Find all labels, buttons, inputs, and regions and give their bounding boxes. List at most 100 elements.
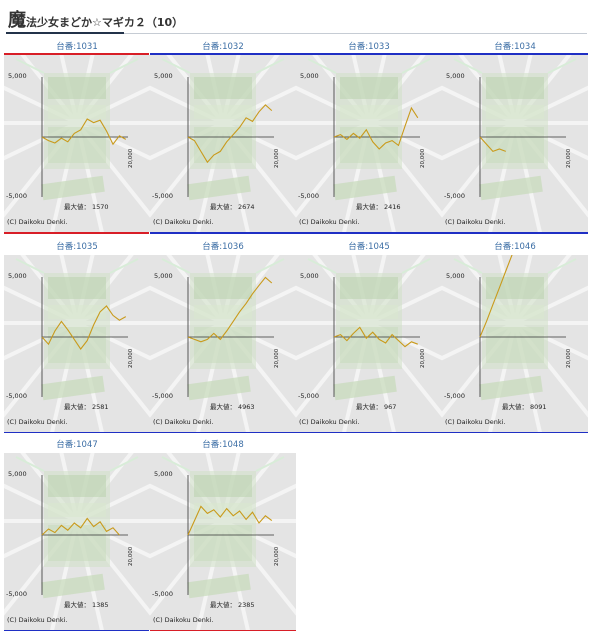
- machine-cell: 台番:1033 5,000 -5,000 20,000 最大値： 2416 (C) Daik…: [296, 40, 442, 232]
- max-value-row: 最大値： 4963: [210, 401, 257, 411]
- chart-plot-area: [41, 277, 128, 397]
- y-tick-top: 5,000: [154, 272, 173, 280]
- x-tick-max: 20,000: [128, 546, 134, 566]
- x-tick-max: 20,000: [128, 348, 134, 368]
- series-line: [187, 505, 273, 536]
- max-value-row: 最大値： 1385: [64, 599, 111, 609]
- chart-plot-area: [187, 475, 274, 595]
- chart-plot-area: [41, 475, 128, 595]
- machine-number-link[interactable]: 台番:1033: [348, 42, 390, 52]
- machine-number-link[interactable]: 台番:1046: [494, 242, 536, 252]
- max-value: 1385: [92, 601, 109, 609]
- copyright-text: (C) Daikoku Denki.: [153, 616, 214, 624]
- max-value-label: 最大値：: [64, 403, 90, 411]
- chart-background-art: [296, 255, 442, 432]
- chart-plot-area: [187, 276, 274, 397]
- series-line: [41, 517, 120, 536]
- x-tick-max: 20,000: [566, 148, 572, 168]
- machine-cell: 台番:1035 5,000 -5,000 20,000 最大値： 2581 (C) Daik…: [4, 240, 150, 432]
- y-tick-top: 5,000: [300, 272, 319, 280]
- machine-chart[interactable]: 5,000 -5,000 20,000 最大値： 2416 (C) Daikoku Den…: [296, 55, 442, 232]
- chart-plot-area: [187, 77, 274, 197]
- max-value-row: 最大値： 967: [356, 401, 398, 411]
- chart-background-art: [4, 255, 150, 432]
- title-underline: [124, 33, 587, 34]
- series-line: [41, 305, 127, 350]
- y-tick-top: 5,000: [446, 272, 465, 280]
- y-tick-bottom: -5,000: [6, 392, 27, 400]
- machine-number-link[interactable]: 台番:1045: [348, 242, 390, 252]
- x-tick-max: 20,000: [274, 348, 280, 368]
- max-value-row: 最大値： 2416: [356, 201, 403, 211]
- max-value-label: 最大値：: [64, 203, 90, 211]
- x-tick-max: 20,000: [274, 546, 280, 566]
- machine-chart[interactable]: 5,000 -5,000 20,000 最大値： 967 (C) Daikoku Denk…: [296, 255, 442, 432]
- y-tick-bottom: -5,000: [152, 590, 173, 598]
- y-tick-bottom: -5,000: [6, 192, 27, 200]
- series-line: [333, 106, 419, 150]
- max-value-label: 最大値：: [64, 601, 90, 609]
- machine-cell: 台番:1031 5,000 -5,000 20,000 最大値： 1570 (C) Daik…: [4, 40, 150, 232]
- copyright-text: (C) Daikoku Denki.: [153, 418, 214, 426]
- machine-chart[interactable]: 5,000 -5,000 20,000 最大値： 2674 (C) Daikoku Den…: [150, 55, 296, 232]
- machine-number-link[interactable]: 台番:1047: [56, 440, 98, 450]
- y-tick-bottom: -5,000: [6, 590, 27, 598]
- machine-number-link[interactable]: 台番:1048: [202, 440, 244, 450]
- machine-chart[interactable]: 5,000 -5,000 20,000 最大値： 2385 (C) Daikoku Den…: [150, 453, 296, 630]
- series-line: [187, 276, 273, 343]
- y-tick-bottom: -5,000: [298, 392, 319, 400]
- machine-number-link[interactable]: 台番:1034: [494, 42, 536, 52]
- copyright-text: (C) Daikoku Denki.: [445, 218, 506, 226]
- machine-number-link[interactable]: 台番:1036: [202, 242, 244, 252]
- chart-background-art: [4, 55, 150, 232]
- machine-chart[interactable]: 5,000 -5,000 20,000 最大値： 2581 (C) Daikoku Den…: [4, 255, 150, 432]
- x-tick-max: 20,000: [420, 148, 426, 168]
- series-line: [333, 326, 418, 348]
- y-tick-top: 5,000: [300, 72, 319, 80]
- y-tick-bottom: -5,000: [298, 192, 319, 200]
- machine-number-link[interactable]: 台番:1032: [202, 42, 244, 52]
- max-value-label: 最大値：: [356, 203, 382, 211]
- y-tick-top: 5,000: [446, 72, 465, 80]
- machine-chart[interactable]: 5,000 -5,000 20,000 最大値： 8091 (C) Daikoku Den…: [442, 255, 588, 432]
- series-line: [187, 104, 273, 164]
- y-tick-bottom: -5,000: [152, 192, 173, 200]
- max-value-label: 最大値：: [210, 601, 236, 609]
- chart-background-art: [442, 55, 588, 232]
- machine-cell: 台番:1048 5,000 -5,000 20,000 最大値： 2385 (C) Daik…: [150, 438, 296, 630]
- y-tick-bottom: -5,000: [152, 392, 173, 400]
- machine-number-link[interactable]: 台番:1031: [56, 42, 98, 52]
- max-value: 967: [384, 403, 397, 411]
- machine-cell: 台番:1045 5,000 -5,000 20,000 最大値： 967 (C) Daiko…: [296, 240, 442, 432]
- chart-plot-area: [333, 77, 420, 197]
- y-tick-bottom: -5,000: [444, 192, 465, 200]
- machine-chart[interactable]: 5,000 -5,000 20,000 最大値： 1385 (C) Daikoku Den…: [4, 453, 150, 630]
- chart-plot-area: [333, 277, 420, 397]
- machine-chart[interactable]: 5,000 -5,000 20,000 (C) Daikoku Denki.: [442, 55, 588, 232]
- chart-background-art: [150, 255, 296, 432]
- chart-background-art: [150, 55, 296, 232]
- series-line: [479, 255, 513, 338]
- machine-chart[interactable]: 5,000 -5,000 20,000 最大値： 4963 (C) Daikoku Den…: [150, 255, 296, 432]
- machine-chart[interactable]: 5,000 -5,000 20,000 最大値： 1570 (C) Daikoku Den…: [4, 55, 150, 232]
- copyright-text: (C) Daikoku Denki.: [7, 218, 68, 226]
- x-tick-max: 20,000: [566, 348, 572, 368]
- max-value-label: 最大値：: [210, 203, 236, 211]
- title-text: 法少女まどか☆マギカ２（10）: [26, 16, 184, 29]
- max-value: 4963: [238, 403, 255, 411]
- max-value: 2581: [92, 403, 109, 411]
- y-tick-bottom: -5,000: [444, 392, 465, 400]
- chart-plot-area: [479, 77, 566, 197]
- copyright-text: (C) Daikoku Denki.: [299, 218, 360, 226]
- max-value-row: 最大値： 2385: [210, 599, 257, 609]
- page-title: 魔法少女まどか☆マギカ２（10）: [8, 6, 184, 31]
- max-value-label: 最大値：: [502, 403, 528, 411]
- series-line: [479, 136, 506, 153]
- machine-cell: 台番:1047 5,000 -5,000 20,000 最大値： 1385 (C) Daik…: [4, 438, 150, 630]
- machine-cell: 台番:1032 5,000 -5,000 20,000 最大値： 2674 (C) Daik…: [150, 40, 296, 232]
- x-tick-max: 20,000: [420, 348, 426, 368]
- machine-cell: 台番:1034 5,000 -5,000 20,000 (C) Daikoku Denk…: [442, 40, 588, 232]
- machine-number-link[interactable]: 台番:1035: [56, 242, 98, 252]
- max-value-label: 最大値：: [356, 403, 382, 411]
- max-value: 2416: [384, 203, 401, 211]
